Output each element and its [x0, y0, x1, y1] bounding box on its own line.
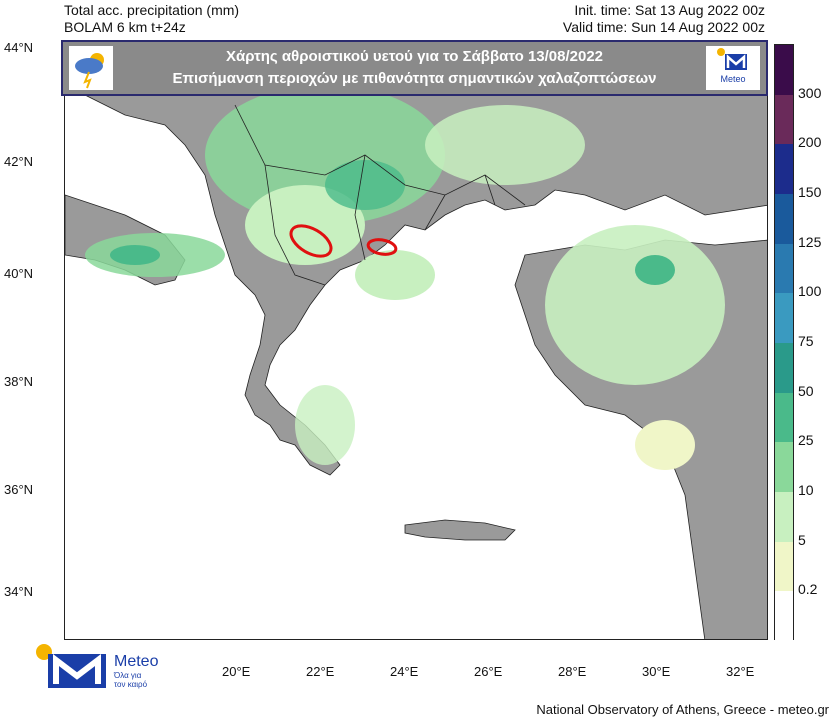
colorbar-label: 50: [798, 382, 814, 399]
colorbar-segment: [775, 392, 793, 443]
lon-label: 24°E: [390, 664, 419, 679]
chart-header-left: Total acc. precipitation (mm) BOLAM 6 km…: [64, 2, 239, 36]
logo-tagline-1: Όλα για: [113, 671, 142, 680]
map-svg: [65, 45, 767, 639]
precip-patch: [355, 250, 435, 300]
colorbar-label: 150: [798, 184, 822, 200]
colorbar-segment: [775, 45, 793, 96]
colorbar-segment: [775, 144, 793, 195]
colorbar-segment: [775, 94, 793, 145]
model-label: BOLAM 6 km t+24z: [64, 19, 186, 35]
logo-name: Meteo: [114, 653, 159, 670]
footer-credit: National Observatory of Athens, Greece -…: [536, 702, 829, 717]
hail-area-chalkidiki: [366, 238, 398, 256]
precip-patch: [425, 105, 585, 185]
storm-cloud-icon: [69, 46, 113, 90]
precip-patch: [635, 420, 695, 470]
colorbar-label: 200: [798, 134, 822, 151]
colorbar-label: 0.2: [798, 581, 818, 598]
hail-area-west-macedonia: [289, 224, 333, 258]
meteo-logo: Meteo Όλα για τον καιρό: [34, 640, 174, 692]
lat-label: 38°N: [4, 374, 34, 389]
forecast-banner: Χάρτης αθροιστικού υετού για το Σάββατο …: [61, 40, 768, 96]
lon-label: 20°E: [222, 664, 251, 679]
lon-label: 28°E: [558, 664, 587, 679]
precip-patch: [325, 160, 405, 210]
meteo-logo-small-text: Meteo: [720, 74, 746, 84]
lat-label: 36°N: [4, 482, 34, 497]
colorbar-segment: [775, 293, 793, 344]
colorbar-label: 300: [798, 84, 822, 101]
colorbar-segment: [775, 492, 793, 543]
colorbar-label: 100: [798, 283, 822, 300]
precip-patch: [110, 245, 160, 265]
borders: [234, 104, 526, 286]
colorbar-label: 25: [798, 432, 814, 449]
colorbar-segment: [775, 194, 793, 245]
colorbar-label: 75: [798, 333, 814, 349]
lon-label: 26°E: [474, 664, 503, 679]
colorbar-segment: [775, 442, 793, 493]
colorbar-segment: [775, 243, 793, 294]
variable-title: Total acc. precipitation (mm): [64, 2, 240, 18]
lat-label: 42°N: [4, 154, 34, 169]
hail-areas: [289, 224, 398, 258]
lat-label: 34°N: [4, 584, 34, 599]
colorbar-label: 10: [798, 482, 814, 498]
lat-label: 40°N: [4, 266, 34, 281]
lon-label: 30°E: [642, 664, 671, 679]
banner-subtitle: Επισήμανση περιοχών με πιθανότητα σημαντ…: [172, 70, 657, 87]
precipitation-map: [64, 44, 768, 640]
precip-patch: [635, 255, 675, 285]
lon-label: 32°E: [726, 664, 755, 679]
meteo-logo-small: Meteo: [706, 46, 760, 90]
precip-patch: [295, 385, 355, 465]
colorbar-segment: [775, 541, 793, 592]
banner-title: Χάρτης αθροιστικού υετού για το Σάββατο …: [225, 48, 604, 65]
precip-layer: [85, 85, 725, 470]
logo-tagline-2: τον καιρό: [114, 680, 148, 689]
land-crete: [404, 519, 516, 541]
lat-label: 44°N: [4, 40, 34, 55]
precip-patch: [545, 225, 725, 385]
chart-header-right: Init. time: Sat 13 Aug 2022 00z Valid ti…: [563, 2, 765, 36]
lon-label: 22°E: [306, 664, 335, 679]
init-time: Init. time: Sat 13 Aug 2022 00z: [574, 2, 765, 18]
colorbar-segment: [775, 343, 793, 394]
colorbar: [774, 44, 794, 642]
colorbar-label: 5: [798, 531, 806, 548]
colorbar-label: 125: [798, 233, 822, 250]
valid-time: Valid time: Sun 14 Aug 2022 00z: [562, 19, 765, 35]
colorbar-segment: [775, 591, 793, 642]
